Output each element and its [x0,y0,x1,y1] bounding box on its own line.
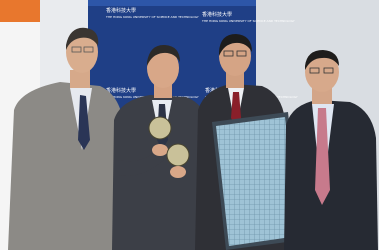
orange-band [0,0,40,22]
logo-chinese: 香港科技大學 [106,87,136,94]
page: {"banner_logos": [ {"chinese": "香港科技大學",… [0,0,379,250]
logo-english: THE HONG KONG UNIVERSITY OF SCIENCE AND … [201,19,295,23]
logo-chinese: 香港科技大學 [202,11,232,18]
photo: 香港科技大學 THE HONG KONG UNIVERSITY OF SCIEN… [0,0,379,250]
logo-english: THE HONG KONG UNIVERSITY OF SCIENCE AND … [105,15,199,19]
banner-top [88,0,256,6]
logo-chinese: 香港科技大學 [106,7,136,14]
